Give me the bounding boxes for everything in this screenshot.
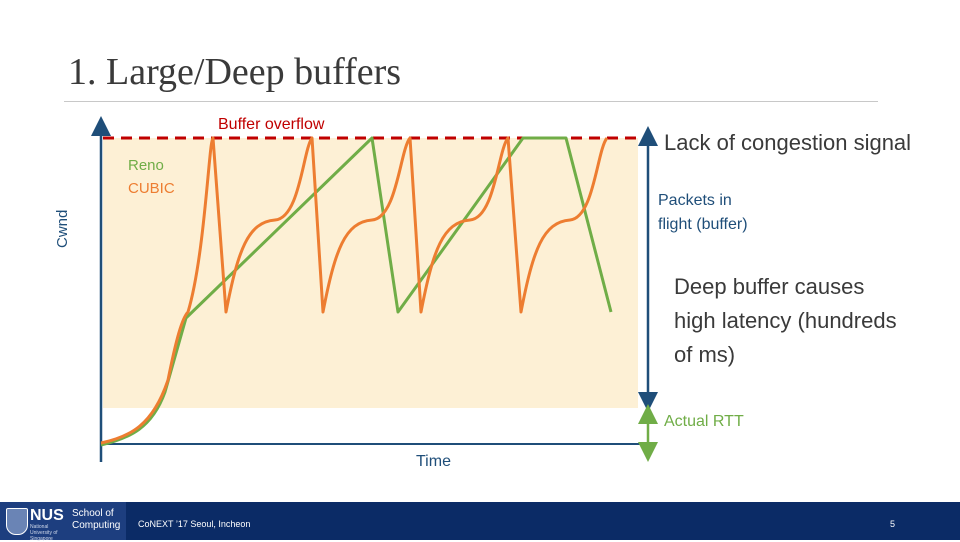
buffer-region	[103, 138, 638, 408]
deep-buffer-label-1: Deep buffer causes	[674, 274, 865, 299]
logo-subtext: National University of Singapore	[30, 524, 58, 542]
x-axis-label: Time	[416, 453, 451, 470]
reno-curve	[100, 136, 613, 447]
packets-in-flight-label-1: Packets in	[658, 192, 732, 209]
slide-title: 1. Large/Deep buffers	[68, 51, 402, 93]
title-divider	[64, 101, 878, 102]
crest-icon	[6, 508, 28, 535]
lack-signal-label: Lack of congestion signal	[664, 130, 912, 155]
actual-rtt-label: Actual RTT	[664, 413, 744, 430]
cubic-legend: CUBIC	[128, 180, 175, 197]
deep-buffer-label-3: of ms)	[674, 342, 736, 367]
logo-text: NUS	[30, 507, 64, 524]
nus-logo: NUS National University of Singapore Sch…	[0, 502, 126, 542]
packets-in-flight-label-2: flight (buffer)	[658, 216, 748, 233]
school-name: School of Computing	[72, 508, 121, 531]
y-axis-label: Cwnd	[54, 209, 71, 248]
footer-bar: NUS National University of Singapore Sch…	[0, 502, 960, 542]
reno-legend: Reno	[128, 157, 164, 174]
buffer-overflow-label: Buffer overflow	[218, 116, 325, 133]
cubic-curve	[100, 136, 609, 445]
page-number: 5	[890, 519, 896, 529]
venue-text: CoNEXT ’17 Seoul, Incheon	[138, 519, 251, 529]
deep-buffer-label-2: high latency (hundreds	[674, 308, 897, 333]
